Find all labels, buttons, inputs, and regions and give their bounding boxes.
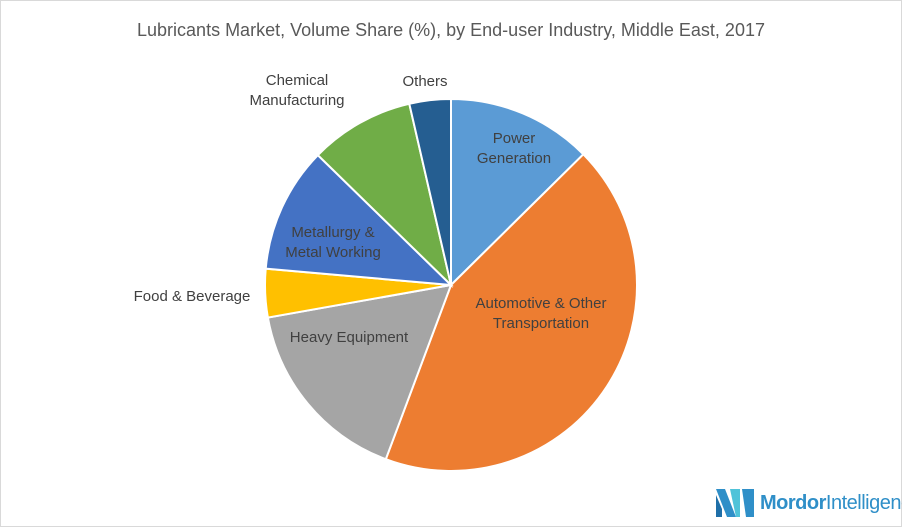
label-others: Others — [402, 73, 448, 90]
label-automotive: Automotive & Other Transportation — [475, 295, 607, 332]
logo-mark-icon — [716, 489, 754, 517]
pie-slice-others — [408, 97, 452, 286]
pie-slice-automotive-other-transportation — [384, 152, 638, 472]
pie-slice-power-generation — [450, 97, 585, 288]
label-food-beverage: Food & Beverage — [133, 288, 251, 305]
mordor-intelligence-logo: MordorIntelligence — [716, 489, 902, 517]
pie-slice-chemical-manufacturing — [316, 102, 453, 289]
pie-slice-metallurgy-metal-working — [264, 153, 454, 287]
chart-title: Lubricants Market, Volume Share (%), by … — [137, 20, 765, 40]
label-power-generation: Power Generation — [476, 130, 552, 167]
label-chemical: Chemical Manufacturing — [249, 72, 345, 109]
label-metallurgy: Metallurgy & Metal Working — [285, 224, 381, 261]
pie-slice-heavy-equipment — [266, 283, 453, 461]
label-heavy-equipment: Heavy Equipment — [289, 329, 409, 346]
